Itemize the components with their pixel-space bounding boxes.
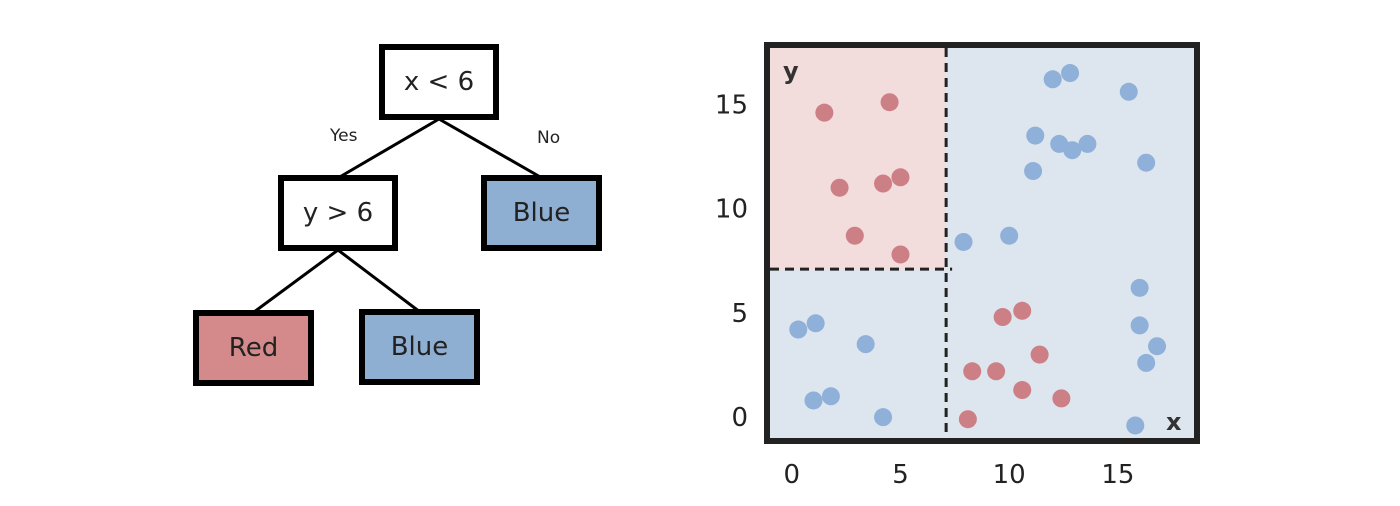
x-tick-label-10: 10 xyxy=(993,460,1026,490)
decision-regions xyxy=(770,48,1194,438)
point-blue-6 xyxy=(1043,70,1062,89)
split-lines xyxy=(770,48,953,438)
point-red-5 xyxy=(845,226,864,245)
point-red-6 xyxy=(891,245,910,264)
point-blue-3 xyxy=(804,391,823,410)
split-decision-node: y > 6 xyxy=(278,175,398,251)
plot-frame xyxy=(764,42,1200,444)
root-decision-node: x < 6 xyxy=(379,44,499,120)
point-red-1 xyxy=(880,93,899,112)
y-tick-label-5: 5 xyxy=(731,299,748,329)
split-condition: y > 6 xyxy=(302,198,374,228)
point-blue-19 xyxy=(1148,337,1167,356)
edge-root-to-split xyxy=(337,117,440,180)
point-blue-1 xyxy=(806,314,825,333)
point-blue-2 xyxy=(856,335,875,354)
x-tick-label-15: 15 xyxy=(1101,460,1134,490)
point-red-11 xyxy=(1030,345,1049,364)
region-blue-2 xyxy=(946,48,1194,438)
point-red-12 xyxy=(1013,381,1032,400)
point-blue-13 xyxy=(1137,153,1156,172)
point-red-9 xyxy=(963,362,982,381)
point-blue-12 xyxy=(1078,134,1097,153)
edge-root-to-blue-leaf xyxy=(438,117,543,180)
x-axis-label: x xyxy=(1166,408,1182,436)
point-red-0 xyxy=(815,103,834,122)
point-blue-9 xyxy=(1026,126,1045,145)
point-blue-11 xyxy=(1063,141,1082,160)
root-condition: x < 6 xyxy=(403,67,475,97)
point-blue-14 xyxy=(1024,162,1043,181)
region-blue-1 xyxy=(770,269,947,438)
point-blue-15 xyxy=(954,232,973,251)
blue-leaf-right-label: Blue xyxy=(512,198,571,228)
yes-edge-label: Yes xyxy=(330,126,358,146)
point-blue-21 xyxy=(1126,416,1145,435)
blue-leaf-left: Blue xyxy=(359,309,480,385)
x-tick-label-5: 5 xyxy=(892,460,909,490)
point-red-10 xyxy=(987,362,1006,381)
blue-leaf-left-label: Blue xyxy=(390,332,449,362)
point-blue-18 xyxy=(1130,316,1149,335)
point-red-7 xyxy=(993,308,1012,327)
point-blue-0 xyxy=(789,320,808,339)
axis-ticks: 0 5 10 15 0 5 10 15 xyxy=(715,90,1135,490)
point-blue-7 xyxy=(1061,64,1080,83)
point-blue-4 xyxy=(821,387,840,406)
edge-split-to-red-leaf xyxy=(253,248,339,314)
point-blue-17 xyxy=(1130,278,1149,297)
point-blue-20 xyxy=(1137,353,1156,372)
point-red-4 xyxy=(891,168,910,187)
no-edge-label: No xyxy=(537,128,561,148)
point-red-14 xyxy=(958,410,977,429)
point-blue-5 xyxy=(874,408,893,427)
point-blue-8 xyxy=(1119,82,1138,101)
point-red-13 xyxy=(1052,389,1071,408)
y-axis-label: y xyxy=(783,57,799,85)
y-tick-label-15: 15 xyxy=(715,90,748,120)
edge-split-to-blue-leaf xyxy=(337,248,421,314)
y-tick-label-0: 0 xyxy=(731,403,748,433)
x-tick-label-0: 0 xyxy=(783,460,800,490)
point-blue-16 xyxy=(1000,226,1019,245)
point-red-3 xyxy=(874,174,893,193)
data-points xyxy=(789,64,1167,435)
y-tick-label-10: 10 xyxy=(715,195,748,225)
blue-leaf-right: Blue xyxy=(481,175,602,251)
red-leaf-label: Red xyxy=(228,333,279,363)
point-red-8 xyxy=(1013,301,1032,320)
red-leaf: Red xyxy=(193,310,314,386)
point-red-2 xyxy=(830,178,849,197)
